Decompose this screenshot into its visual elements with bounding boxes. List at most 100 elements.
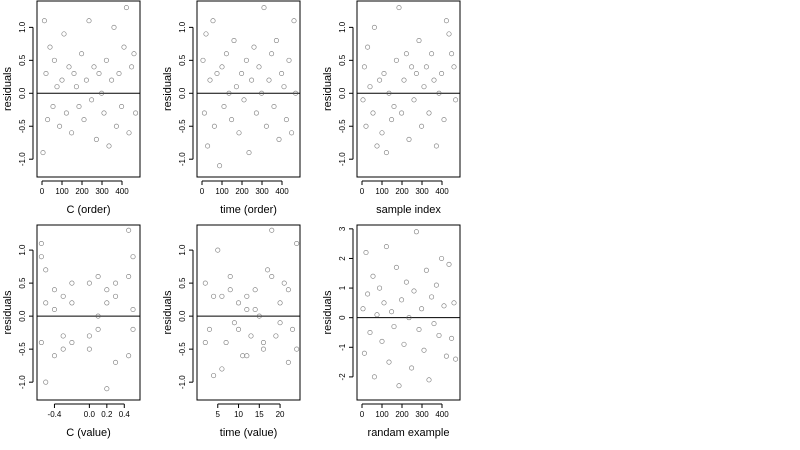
- y-tick-label: 0.5: [338, 54, 347, 66]
- y-axis-title: residuals: [2, 66, 14, 111]
- point: [221, 103, 227, 109]
- point: [421, 347, 427, 353]
- point: [59, 77, 65, 83]
- point: [391, 103, 397, 109]
- point: [370, 110, 376, 116]
- point: [293, 90, 299, 96]
- point: [431, 321, 437, 327]
- point: [113, 293, 119, 299]
- point: [129, 64, 135, 70]
- point: [71, 71, 77, 77]
- point: [131, 51, 137, 57]
- point: [416, 327, 422, 333]
- y-tick-label: -1.0: [18, 152, 27, 166]
- y-tick-label: -0.5: [18, 342, 27, 356]
- y-tick-label: -1.0: [338, 152, 347, 166]
- point: [244, 293, 250, 299]
- point: [393, 57, 399, 63]
- point: [263, 123, 269, 129]
- point: [236, 326, 242, 332]
- point: [41, 18, 47, 24]
- point: [260, 346, 266, 352]
- point: [236, 300, 242, 306]
- point: [200, 57, 206, 63]
- y-tick-label: 1.0: [338, 21, 347, 33]
- point: [249, 77, 255, 83]
- point: [86, 18, 92, 24]
- point: [370, 273, 376, 279]
- point: [273, 333, 279, 339]
- x-tick-label: 20: [276, 410, 285, 419]
- y-tick-label: -1.0: [178, 375, 187, 389]
- x-axis-title: sample index: [376, 204, 441, 216]
- point: [441, 117, 447, 123]
- point: [416, 38, 422, 44]
- point: [252, 307, 258, 313]
- point: [285, 359, 291, 365]
- point: [277, 300, 283, 306]
- point: [294, 346, 300, 352]
- point: [246, 150, 252, 156]
- point: [266, 77, 272, 83]
- point: [271, 103, 277, 109]
- point: [121, 44, 127, 50]
- x-tick-label: 10: [234, 410, 243, 419]
- point: [281, 84, 287, 90]
- point: [289, 130, 295, 136]
- x-tick-label: 0: [360, 187, 365, 196]
- point: [81, 117, 87, 123]
- point: [50, 103, 56, 109]
- x-tick-label: 0.4: [119, 410, 131, 419]
- point: [379, 130, 385, 136]
- point: [206, 326, 212, 332]
- point: [231, 38, 237, 44]
- y-tick-label: 0.5: [178, 277, 187, 289]
- point: [219, 293, 225, 299]
- y-tick-label: 0.0: [178, 310, 187, 322]
- point: [227, 274, 233, 280]
- y-tick-label: 0.0: [178, 87, 187, 99]
- point: [38, 340, 44, 346]
- point: [367, 84, 373, 90]
- point: [99, 90, 105, 96]
- y-tick-label: 2: [338, 256, 347, 261]
- point: [104, 300, 110, 306]
- point: [411, 97, 417, 103]
- point: [73, 84, 79, 90]
- x-tick-label: 200: [395, 187, 409, 196]
- point: [95, 313, 101, 319]
- point: [413, 229, 419, 235]
- y-axis-title: residuals: [2, 290, 14, 335]
- point: [389, 117, 395, 123]
- point: [54, 84, 60, 90]
- point: [449, 51, 455, 57]
- y-tick-label: 1.0: [18, 244, 27, 256]
- point: [273, 38, 279, 44]
- point: [291, 18, 297, 24]
- point: [406, 136, 412, 142]
- point: [103, 57, 109, 63]
- y-tick-label: 0.0: [338, 87, 347, 99]
- point: [51, 287, 57, 293]
- point: [363, 123, 369, 129]
- point: [79, 51, 85, 57]
- point: [401, 341, 407, 347]
- point: [451, 300, 457, 306]
- x-axis-title: time (order): [220, 204, 277, 216]
- point: [133, 110, 139, 116]
- x-tick-label: 400: [435, 410, 449, 419]
- point: [406, 315, 412, 321]
- point: [83, 77, 89, 83]
- x-tick-label: 400: [115, 187, 129, 196]
- point: [383, 244, 389, 250]
- point: [453, 97, 459, 103]
- point: [429, 294, 435, 300]
- point: [101, 110, 107, 116]
- point: [294, 240, 300, 246]
- x-tick-label: 0: [200, 187, 205, 196]
- point: [396, 383, 402, 389]
- y-tick-label: -0.5: [18, 119, 27, 133]
- y-axis-title: residuals: [322, 66, 334, 111]
- point: [431, 77, 437, 83]
- point: [219, 64, 225, 70]
